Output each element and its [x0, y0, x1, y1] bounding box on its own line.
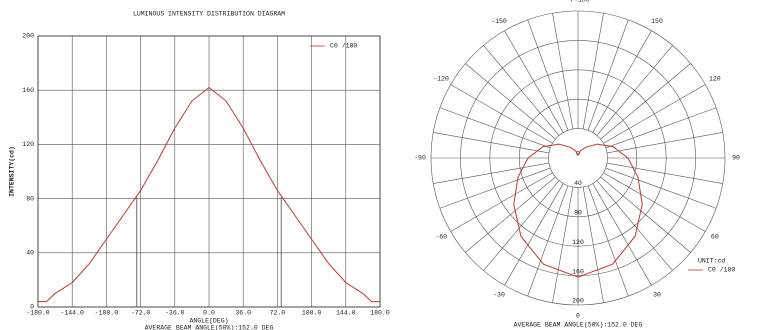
angle-label: 150 — [651, 18, 663, 25]
angle-label: -60 — [435, 234, 447, 241]
angle-label: -120 — [433, 76, 449, 83]
r-tick-label: 200 — [572, 298, 584, 305]
x-tick-label: 180.0 — [370, 310, 390, 317]
chart-title: LUMINOUS INTENSITY DISTRIBUTION DIAGRAM — [133, 11, 285, 18]
r-tick-label: 160 — [572, 268, 584, 275]
angle-label: -150 — [491, 18, 507, 25]
polar-line — [513, 143, 643, 278]
x-tick-label: -144.0 — [60, 310, 84, 317]
data-line — [38, 86, 380, 303]
unit-label: UNIT:cd — [698, 258, 725, 265]
angle-label: -90 — [414, 155, 426, 162]
grid-circle — [460, 40, 696, 276]
grid-circle — [430, 10, 726, 306]
r-tick-label: 80 — [574, 210, 582, 217]
y-tick-label: 200 — [22, 33, 34, 40]
y-tick-label: 0 — [30, 304, 34, 311]
x-tick-label: -36.0 — [165, 310, 185, 317]
angle-label: 90 — [732, 155, 740, 162]
angle-label: -/+180 — [566, 0, 590, 4]
x-tick-label: 36.0 — [235, 310, 251, 317]
grid-circle — [518, 98, 638, 218]
legend-label: C0 /180 — [330, 43, 357, 50]
legend-label: C0 /180 — [708, 267, 735, 274]
grid-circle — [489, 69, 667, 247]
angle-label: 0 — [576, 313, 580, 320]
plot-frame — [37, 35, 381, 308]
angle-label: 120 — [709, 76, 721, 83]
angle-label: 30 — [653, 292, 661, 299]
x-tick-label: 0.0 — [203, 310, 215, 317]
subtitle: AVERAGE BEAM ANGLE(50%):152.0 DEG — [514, 322, 643, 329]
x-tick-label: 108.0 — [302, 310, 322, 317]
x-tick-label: -108.0 — [95, 310, 119, 317]
y-tick-label: 160 — [22, 87, 34, 94]
y-axis-label: INTENSITY(cd) — [9, 146, 16, 197]
x-tick-label: -72.0 — [131, 310, 151, 317]
angle-label: -30 — [493, 292, 505, 299]
r-tick-label: 0 — [576, 151, 580, 158]
subtitle: AVERAGE BEAM ANGLE(50%):152.0 DEG — [145, 325, 274, 330]
x-axis-label: ANGLE(DEG) — [189, 318, 228, 325]
x-tick-label: 72.0 — [270, 310, 286, 317]
r-tick-label: 120 — [572, 239, 584, 246]
x-tick-label: 144.0 — [336, 310, 356, 317]
r-tick-label: 40 — [574, 180, 582, 187]
grid-circle — [548, 128, 608, 188]
y-tick-label: 80 — [26, 195, 34, 202]
y-tick-label: 40 — [26, 250, 34, 257]
angle-label: 60 — [711, 234, 719, 241]
y-tick-label: 120 — [22, 141, 34, 148]
x-tick-label: -180.0 — [26, 310, 50, 317]
